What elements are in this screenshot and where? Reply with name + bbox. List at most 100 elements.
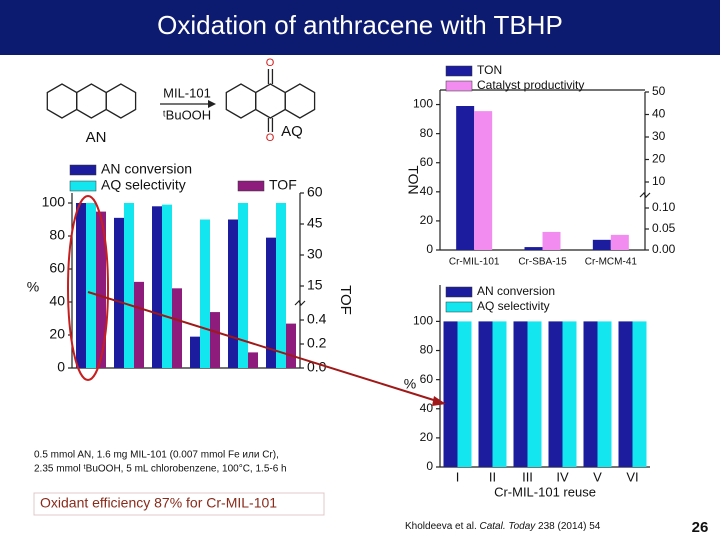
bar [162, 204, 172, 368]
bar [96, 211, 106, 368]
axis-break [294, 299, 306, 307]
x-axis-label: Cr-MIL-101 reuse [494, 484, 596, 499]
y-tick-label: 20 [420, 430, 434, 444]
slide-title: Oxidation of anthracene with TBHP [157, 10, 563, 40]
legend-swatch [237, 180, 265, 192]
product-label: AQ [281, 123, 303, 140]
y-tick-label: 60 [420, 372, 434, 386]
y2-tick-label: 30 [652, 129, 666, 143]
bar [248, 352, 258, 368]
bar [86, 203, 96, 368]
y-tick-label: 60 [420, 155, 434, 169]
bar [190, 336, 200, 368]
y-tick-label: 0 [426, 242, 433, 256]
axis-break [639, 191, 651, 199]
y-axis-label: % [27, 279, 39, 295]
conditions-line: 0.5 mmol AN, 1.6 mg MIL-101 (0.007 mmol … [34, 450, 279, 461]
note-box [33, 492, 325, 516]
legend-swatch [445, 65, 473, 77]
y-tick-label: 60 [49, 260, 65, 276]
legend-label: AN conversion [477, 284, 555, 298]
x-tick-label: VI [626, 469, 638, 484]
x-tick-label: Cr-MCM-41 [585, 257, 638, 268]
bar [478, 321, 493, 467]
y-tick-label: 20 [420, 213, 434, 227]
y-tick-label: 100 [413, 97, 433, 111]
legend-swatch [445, 301, 473, 313]
highlight-ellipse [67, 195, 109, 381]
page-number: 26 [692, 519, 709, 536]
legend-label: AQ selectivity [477, 299, 550, 313]
ring [225, 83, 257, 119]
legend-swatch [445, 80, 473, 92]
bar [548, 321, 563, 467]
bar [610, 234, 629, 250]
ring [46, 83, 78, 119]
anthracene [46, 83, 137, 119]
reference-journal: Catal. Today [480, 521, 537, 532]
y-tick-label: 80 [420, 343, 434, 357]
legend-swatch [69, 180, 97, 192]
bar [134, 281, 144, 368]
x-tick-label: Cr-SBA-15 [518, 257, 567, 268]
bar [583, 321, 598, 467]
y2-tick-label: 0.00 [652, 242, 676, 256]
bar [513, 321, 528, 467]
reference-part: Kholdeeva et al. [405, 521, 480, 532]
y2-tick-label: 20 [652, 152, 666, 166]
y-tick-label: 40 [49, 293, 65, 309]
bar [456, 106, 475, 250]
bar [592, 239, 611, 250]
bar [474, 111, 493, 250]
y2-tick-label: 30 [307, 246, 323, 262]
bar [266, 237, 276, 368]
bar [527, 321, 542, 467]
bar [228, 219, 238, 368]
y-tick-label: 20 [49, 326, 65, 342]
bar [152, 206, 162, 368]
y2-tick-label: 0.10 [652, 200, 676, 214]
bar [276, 203, 286, 368]
y2-tick-label: 15 [307, 277, 323, 293]
bar [76, 203, 86, 368]
bar [632, 321, 647, 467]
bar [238, 203, 248, 368]
bar [124, 203, 134, 368]
ring [255, 83, 286, 119]
reference-part: 238 (2014) 54 [535, 521, 600, 532]
bar [286, 323, 296, 368]
y2-tick-label: 40 [652, 107, 666, 121]
legend-label: AQ selectivity [101, 177, 186, 193]
legend-label: TON [477, 63, 502, 77]
bar [200, 219, 210, 368]
y-tick-label: 40 [420, 401, 434, 415]
y2-axis-label: TOF [337, 285, 354, 315]
y-tick-label: 0 [426, 459, 433, 473]
y-axis-label: % [404, 376, 416, 392]
y-tick-label: 40 [420, 184, 434, 198]
x-tick-label: IV [556, 469, 569, 484]
bar [210, 312, 220, 368]
ring [105, 83, 137, 119]
arrow-head [208, 100, 216, 108]
conditions-line: 2.35 mmol ᵗBuOOH, 5 mL chlorobenzene, 10… [34, 464, 287, 475]
chart: 0204060801000.000.050.101020304050TONCat… [405, 63, 675, 267]
x-tick-label: III [522, 469, 533, 484]
y2-tick-label: 0.2 [307, 335, 327, 351]
reactant-label: AN [86, 129, 107, 146]
y2-tick-label: 0.05 [652, 221, 676, 235]
pointer-arrow [87, 291, 441, 403]
y-tick-label: 80 [49, 227, 65, 243]
oxidant: ᵗBuOOH [163, 107, 211, 122]
y2-tick-label: 10 [652, 174, 666, 188]
bar [618, 321, 633, 467]
reference: Kholdeeva et al. Catal. Today 238 (2014)… [405, 521, 601, 532]
y2-tick-label: 60 [307, 184, 323, 200]
x-tick-label: II [489, 469, 496, 484]
bar [457, 321, 472, 467]
reaction-scheme: MIL-101 ᵗBuOOH AN AQ O O [46, 57, 316, 146]
